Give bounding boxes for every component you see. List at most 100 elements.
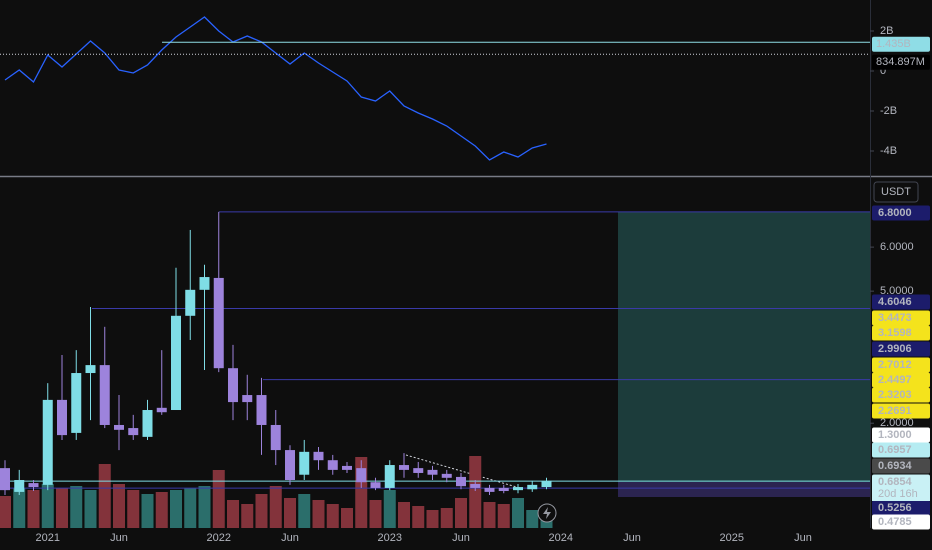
x-tick-label: Jun [794,532,812,544]
candle-body [498,487,509,492]
volume-bar [526,510,539,528]
candle-body [513,487,523,491]
volume-bar [255,494,268,528]
x-tick-label: Jun [110,532,128,544]
x-tick-label: 2025 [720,532,744,544]
x-tick-label: 2021 [36,532,60,544]
volume-bar [398,502,410,528]
indicator-pane: 2B 0 -2B -4B 1.435B 834.897M [0,16,930,161]
price-line-tag [872,36,930,52]
candle-body [413,468,424,473]
volume-bar [227,500,239,528]
volume-bar [141,494,154,528]
x-tick-label: Jun [452,532,470,544]
currency-label[interactable]: USDT [881,186,911,198]
volume-bar [184,488,197,528]
volume-bar [84,490,97,528]
price-tag-label: 0.6957 [878,444,912,456]
price-tag [872,310,930,326]
candle-body [384,465,395,488]
price-tag [872,403,930,419]
volume-bar [198,486,211,528]
volume-bar [127,490,140,528]
candle-body [470,483,481,488]
candle-body [299,451,310,475]
y-tick-label: 2.0000 [880,417,914,429]
price-pane: 6.0000 5.0000 2.0000 2021 Jun 2022 Jun 2023 Jun 2… [0,205,930,544]
price-tag-label: 0.4785 [878,516,912,528]
price-tag [872,325,930,341]
volume-bar [0,496,11,528]
candle-body [484,487,495,492]
volume-bar [113,484,125,528]
volume-bar [497,504,510,528]
candle-body [99,365,110,425]
candle-body [313,451,324,461]
x-tick-label: 2023 [378,532,402,544]
target-zone [618,212,870,482]
price-tag [872,474,930,490]
volume-bar [341,508,353,528]
candle-body [142,410,153,437]
candle-body [370,482,381,488]
event-icon-bolt [543,507,551,519]
volume-bar [269,486,282,528]
volume-bar [455,498,467,528]
volume-bar [70,486,83,528]
y-tick-label: -4B [880,145,897,157]
y-tick-label: 5.0000 [880,285,914,297]
candle-body [456,476,466,487]
volume-bar [298,494,311,528]
volume-bar [27,490,40,528]
candle-body [242,395,253,403]
price-tag-label: 6.8000 [878,207,912,219]
candle-body [399,465,409,470]
price-tag-label: 2.9906 [878,343,912,355]
volume-bar [98,464,111,528]
price-tag-label: 4.6046 [878,296,912,308]
y-tick-label: -2B [880,105,897,117]
price-tag-label: 2.3203 [878,389,912,401]
countdown-tag [872,487,930,501]
volume-bar [412,506,425,528]
volume-bar [326,504,339,528]
price-tag-label: 1.3000 [878,429,912,441]
price-tag [872,442,930,458]
candle-body [28,483,39,488]
countdown-label: 20d 16h [878,488,918,500]
candle-body [270,424,281,451]
price-tag-label: 2.4497 [878,374,912,386]
price-tag-label: 3.4473 [878,312,912,324]
candle-body [327,460,338,470]
candle-body [541,480,552,488]
volume-bar [155,492,168,528]
price-tag [872,500,930,516]
candle-body [156,407,167,413]
price-tag-label: 0.5256 [878,502,912,514]
indicator-line [4,16,547,161]
volume-bar [512,498,524,528]
price-tag [872,341,930,357]
price-tag [872,205,930,221]
price-line-label: 834.897M [876,56,925,68]
x-tick-label: 2024 [549,532,573,544]
volume-bar [170,490,182,528]
currency-button[interactable] [873,181,919,203]
candle-body [0,468,10,491]
candle-body [228,368,238,403]
candle-body [342,465,352,470]
price-tag [872,387,930,403]
price-tag [872,514,930,530]
candle-body [285,450,295,481]
price-tag-label: 0.6854 [878,476,913,488]
volume-bar [540,518,553,528]
volume-bar [369,500,382,528]
y-tick-label: 6.0000 [880,241,914,253]
price-line-label: 1.435B [876,38,911,50]
candle-body [427,469,438,475]
volume-bar [426,510,439,528]
volume-bar [469,456,482,528]
x-tick-label: Jun [281,532,299,544]
candle-body [356,468,367,483]
volume-bar [312,500,325,528]
